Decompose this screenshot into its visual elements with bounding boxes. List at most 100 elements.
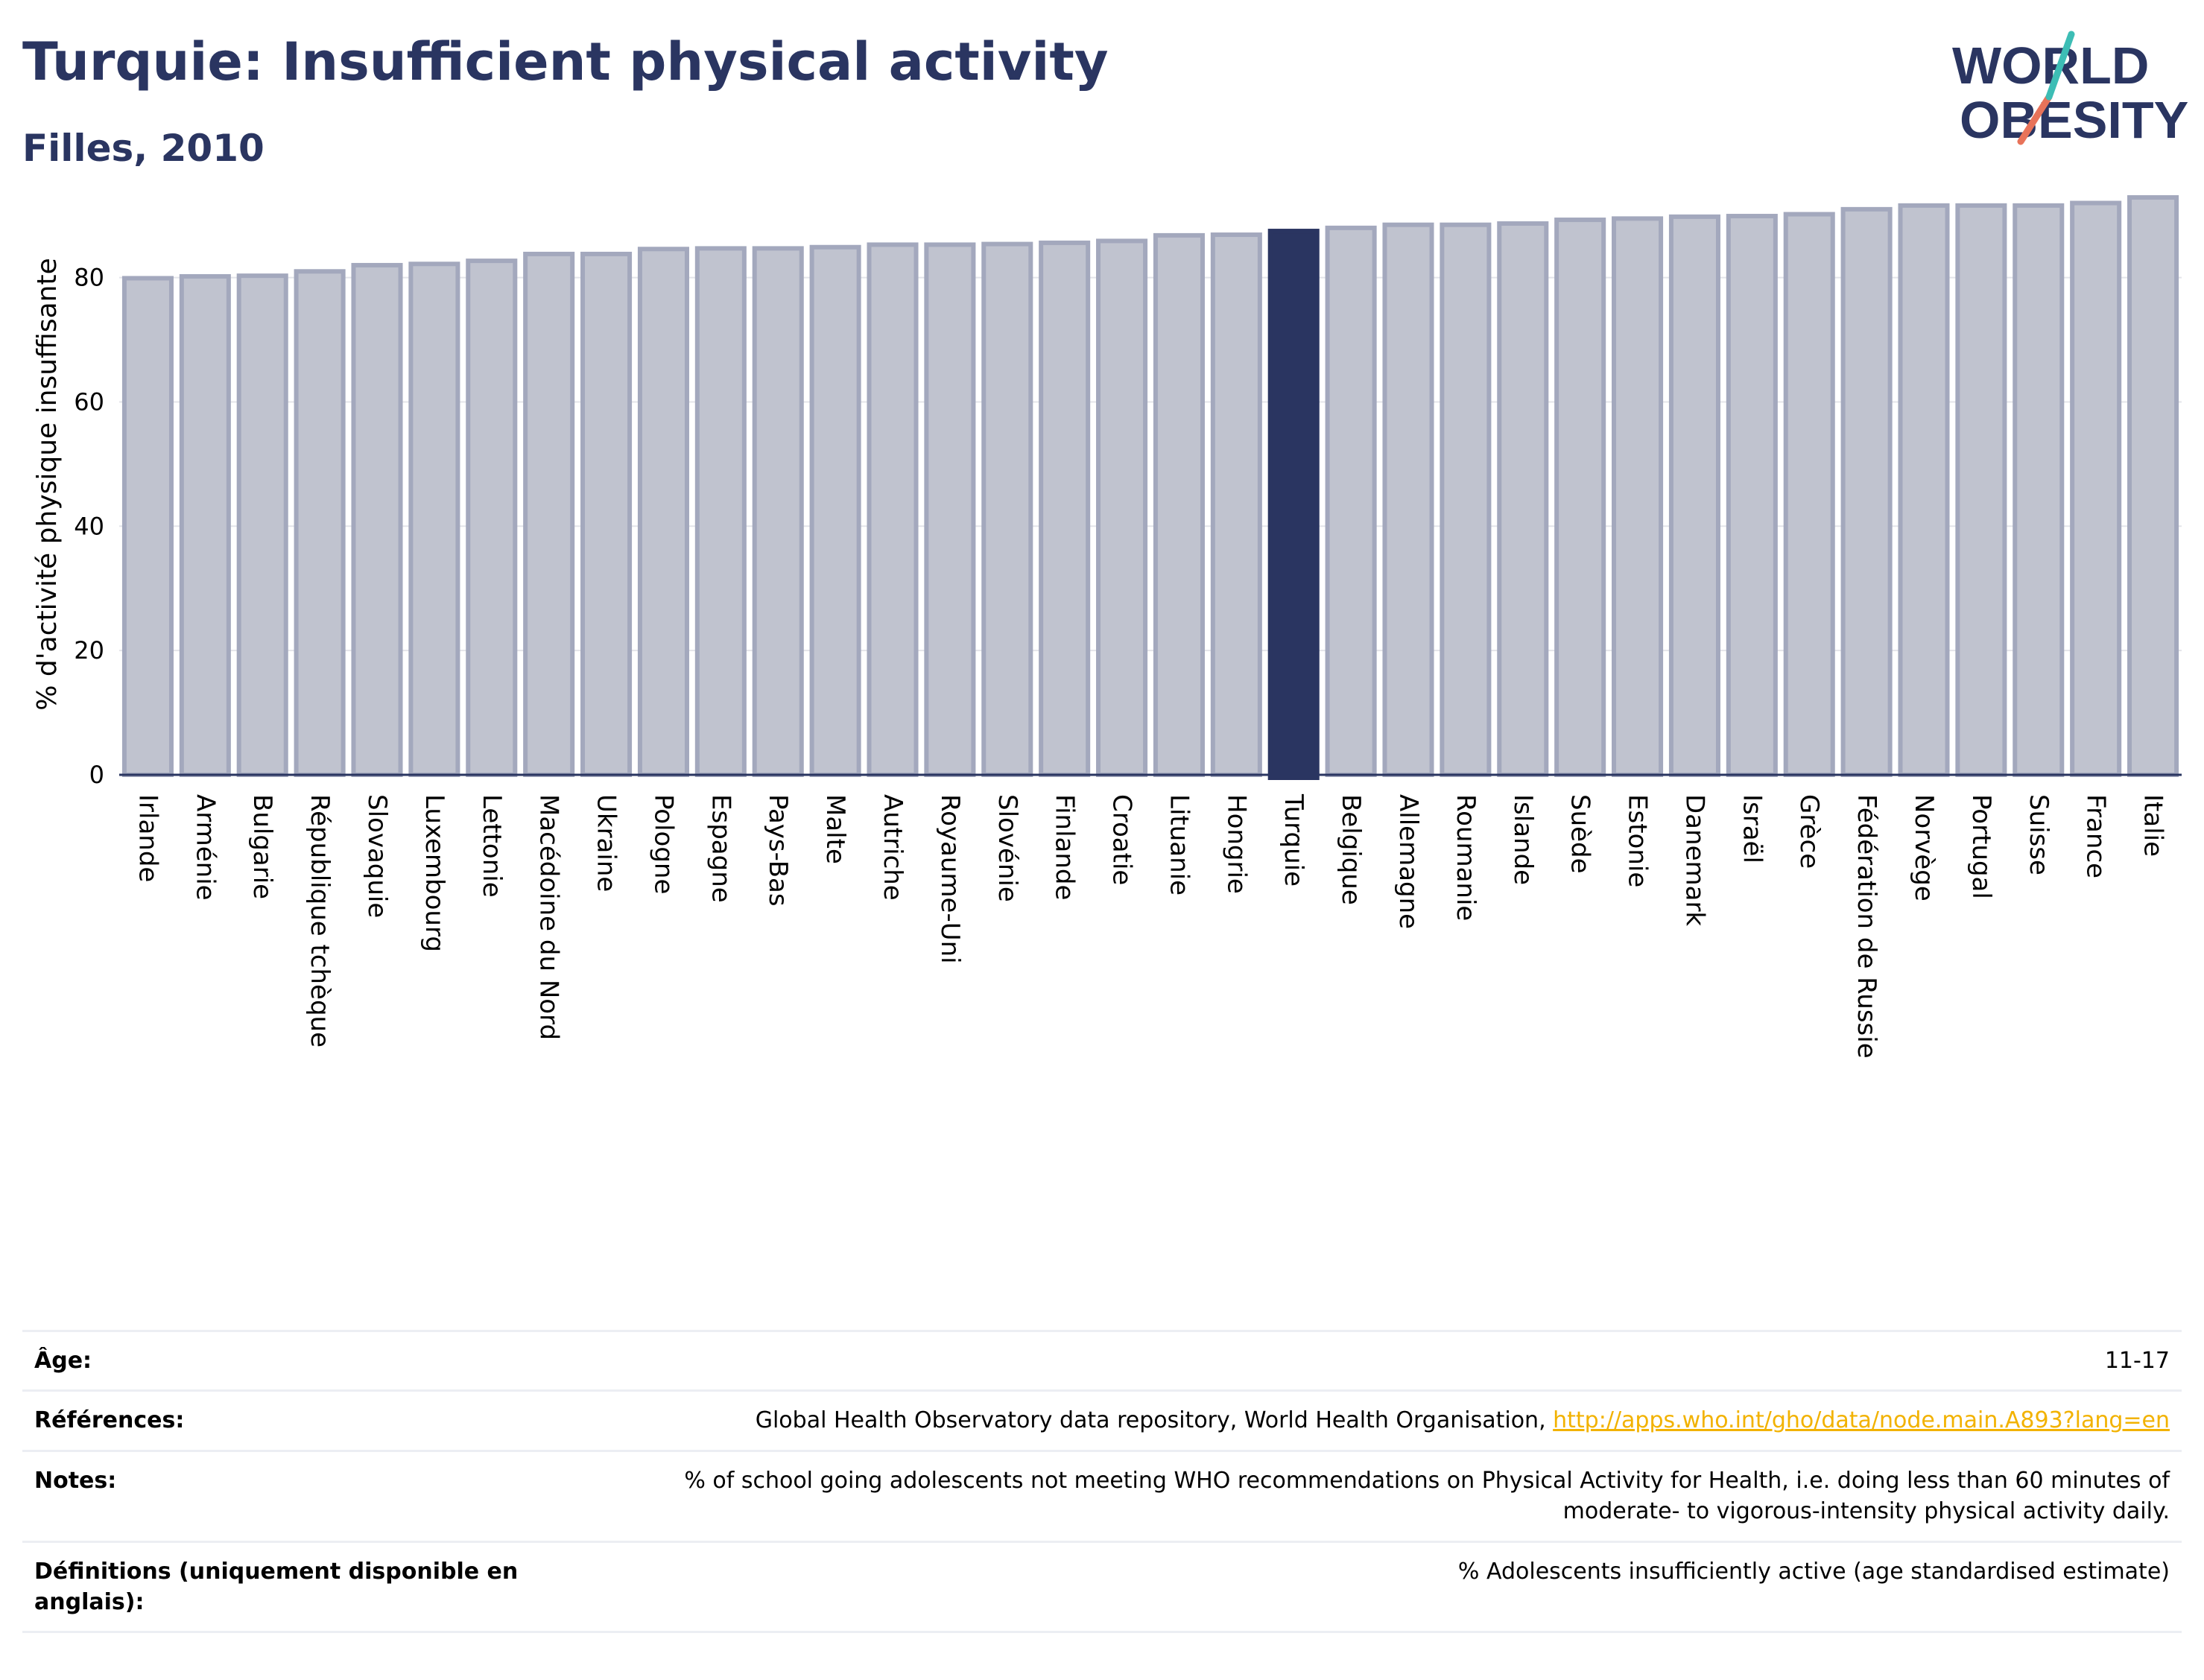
bars-group (121, 195, 2179, 781)
bar-ukraine (580, 251, 633, 777)
x-tick-label: Pologne (648, 794, 678, 894)
world-obesity-logo: WORLD OBESITY (1952, 31, 2188, 149)
meta-value: % Adolescents insufficiently active (age… (1457, 1558, 2170, 1585)
x-tick-label: Belgique (1336, 794, 1366, 905)
bar-lettonie (466, 259, 518, 778)
x-tick-label: Irlande (133, 794, 162, 882)
bar-estonie (1612, 216, 1664, 778)
x-tick-label: Suisse (2024, 794, 2053, 875)
bar-croatie (1096, 238, 1148, 778)
x-tick-label: Islande (1508, 794, 1538, 885)
x-tick-label: Israël (1737, 794, 1767, 863)
bar-islande (1497, 221, 1549, 777)
chart-subtitle: Filles, 2010 (22, 127, 265, 170)
meta-row-notes: Notes: % of school going adolescents not… (22, 1451, 2182, 1541)
meta-row-references: Références: Global Health Observatory da… (22, 1390, 2182, 1451)
bar-allemagne (1382, 222, 1434, 777)
x-tick-label: Bulgarie (247, 794, 277, 899)
bar-italie (2127, 195, 2179, 777)
logo-slash-upper (2045, 31, 2075, 101)
bar-chart: 0 20 40 60 80 Irlande Arménie Bulgarie Républiq… (32, 195, 2182, 1059)
meta-value: % of school going adolescents not meetin… (684, 1467, 2170, 1525)
bar-hongrie (1210, 232, 1262, 777)
y-tick-label: 40 (74, 512, 104, 540)
x-tick-label: Allemagne (1393, 794, 1423, 929)
y-tick-label: 80 (74, 264, 104, 292)
x-tick-label: Autriche (878, 794, 908, 901)
bar-autriche (867, 242, 919, 777)
x-tick-label: Slovaquie (362, 794, 392, 918)
bar-finlande (1039, 240, 1091, 777)
reference-link[interactable]: http://apps.who.int/gho/data/node.main.A… (1553, 1407, 2170, 1434)
y-axis-ticks: 0 20 40 60 80 (74, 264, 104, 789)
bar-malte (809, 244, 861, 778)
x-tick-label: Finlande (1050, 794, 1080, 900)
x-tick-label: Macédoine du Nord (534, 794, 564, 1040)
y-tick-label: 20 (74, 636, 104, 665)
bar-espagne (694, 246, 747, 778)
bar-slovaquie (351, 262, 403, 777)
x-tick-label: Croatie (1107, 794, 1137, 885)
bar-arm-nie (179, 273, 231, 778)
meta-key: Définitions (uniquement disponible en an… (34, 1558, 519, 1615)
x-tick-label: Estonie (1623, 794, 1653, 887)
x-tick-label: Lettonie (477, 794, 507, 898)
x-tick-label: Turquie (1279, 793, 1308, 887)
bar-f-d-ration-de-russie (1840, 206, 1893, 778)
x-tick-label: Slovénie (992, 794, 1022, 902)
bar-france (2070, 200, 2122, 778)
bar-luxembourg (408, 261, 460, 777)
x-tick-label: Roumanie (1451, 794, 1481, 921)
x-tick-label: Ukraine (592, 794, 621, 892)
bar-mac-doine-du-nord (523, 251, 575, 777)
grid-lines (119, 276, 2182, 652)
x-axis-labels: Irlande Arménie Bulgarie République tchèque… (133, 793, 2167, 1059)
bar-norv-ge (1898, 203, 1950, 777)
x-tick-label: Malte (820, 794, 850, 864)
bar-suisse (2013, 203, 2065, 777)
bar-portugal (1955, 203, 2007, 777)
bar-belgique (1325, 225, 1377, 778)
x-tick-label: Danemark (1679, 794, 1709, 926)
bar-bulgarie (236, 273, 288, 777)
bar-roumanie (1440, 222, 1492, 777)
bar-pays-bas (752, 246, 804, 778)
x-tick-label: Pays-Bas (763, 794, 793, 907)
x-tick-label: République tchèque (305, 794, 335, 1047)
meta-row-age: Âge: 11-17 (22, 1331, 2182, 1391)
x-tick-label: Hongrie (1221, 794, 1251, 894)
meta-key: Notes: (34, 1467, 117, 1494)
x-tick-label: Fédération de Russie (1852, 794, 1881, 1059)
x-tick-label: Grèce (1794, 794, 1824, 869)
bar-pologne (637, 247, 689, 778)
x-tick-label: Suède (1565, 794, 1595, 874)
x-tick-label: Arménie (190, 794, 220, 901)
x-tick-label: Luxembourg (419, 794, 449, 952)
meta-value: Global Health Observatory data repositor… (755, 1407, 1554, 1434)
x-tick-label: Espagne (706, 794, 735, 903)
bar-lituanie (1153, 232, 1205, 777)
bar-royaume-uni (924, 242, 976, 777)
logo-slash-lower (2017, 93, 2053, 145)
bar-r-publique-tch-que (294, 269, 346, 777)
x-tick-label: Norvège (1909, 794, 1939, 901)
logo-line2: OBESITY (1960, 91, 2188, 149)
x-tick-label: Italie (2138, 794, 2168, 857)
x-tick-label: Royaume-Uni (935, 794, 965, 964)
y-tick-label: 0 (89, 761, 104, 789)
bar-irlande (121, 276, 174, 778)
bar-slov-nie (981, 241, 1033, 777)
chart-title: Turquie: Insufficient physical activity (22, 31, 1109, 92)
meta-key: Références: (34, 1407, 185, 1434)
bar-danemark (1668, 214, 1720, 777)
meta-value-cell: Global Health Observatory data repositor… (568, 1391, 2182, 1451)
y-axis-title: % d'activité physique insuffisante (32, 258, 63, 710)
meta-value: 11-17 (2104, 1348, 2170, 1374)
meta-key: Âge: (34, 1348, 92, 1374)
bar-su-de (1554, 218, 1606, 778)
bar-turquie (1267, 229, 1320, 781)
metadata-table: Âge: 11-17 Références: Global Health Obs… (22, 1330, 2182, 1633)
y-tick-label: 60 (74, 387, 104, 416)
x-tick-label: Lituanie (1164, 794, 1194, 896)
bar-isra-l (1726, 214, 1778, 777)
